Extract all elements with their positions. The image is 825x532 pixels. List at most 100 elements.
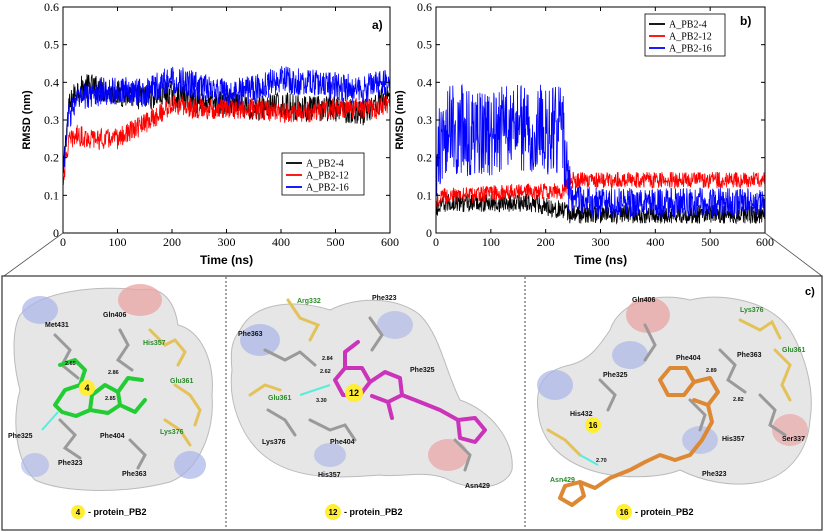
y-tick-label: 0	[426, 226, 432, 240]
legend-label: A_PB2-16	[306, 183, 349, 194]
residue-label: Gln406	[632, 297, 655, 304]
caption-marker-12	[325, 504, 341, 520]
residue-label: Phe404	[330, 439, 355, 446]
positive-patch	[22, 296, 58, 324]
distance-label: 2.86	[108, 370, 119, 376]
panel-label: b)	[740, 14, 751, 28]
negative-patch	[428, 439, 468, 471]
ligand-marker-4	[79, 380, 95, 396]
residue-label: Phe363	[737, 352, 762, 359]
panel-label: a)	[372, 18, 383, 32]
series-group	[436, 83, 765, 225]
series-line-A_PB2-4	[436, 193, 765, 225]
residue-label-interacting: His357	[143, 340, 166, 347]
y-tick-label: 0.2	[417, 151, 432, 165]
positive-patch	[537, 370, 573, 400]
residue-label-interacting: Arg332	[297, 298, 321, 305]
caption-number: 4	[76, 508, 81, 517]
series-group	[63, 66, 390, 185]
legend-label: A_PB2-12	[306, 171, 349, 182]
distance-label: 3.30	[316, 398, 327, 404]
residue-label: Phe325	[410, 367, 435, 374]
positive-patch	[240, 324, 280, 356]
negative-patch	[626, 297, 670, 333]
legend-box	[644, 13, 726, 57]
residue-label: Met431	[45, 322, 69, 329]
residue-label-interacting: Glu361	[268, 395, 291, 402]
y-tick-label: 0.2	[44, 151, 59, 165]
negative-patch	[772, 414, 808, 446]
y-axis-title: RMSD (nm)	[21, 90, 33, 150]
residue-label: Gln406	[103, 312, 126, 319]
caption-text: - protein_PB2	[344, 507, 403, 517]
series-line-A_PB2-16	[63, 66, 390, 174]
positive-patch	[174, 451, 206, 479]
ligand-marker-12	[345, 384, 363, 402]
y-tick-label: 0.3	[44, 113, 59, 127]
ligand-marker-16	[585, 417, 601, 433]
residue-label: Phe404	[100, 433, 125, 440]
legend-label: A_PB2-4	[306, 159, 344, 170]
x-tick-label: 300	[218, 235, 236, 249]
y-tick-label: 0	[53, 226, 59, 240]
series-line-A_PB2-12	[436, 171, 765, 207]
caption-text: - protein_PB2	[88, 507, 147, 517]
y-tick-label: 0.5	[44, 38, 59, 52]
complex-12-view: Arg332 Phe323 Phe363 Phe325 Glu361 Lys37…	[230, 295, 513, 520]
caption-text: - protein_PB2	[635, 507, 694, 517]
residue-label: Phe325	[8, 433, 33, 440]
caption-marker-16	[616, 504, 632, 520]
residue-label: Ser337	[782, 436, 805, 443]
residue-label: Phe323	[58, 460, 83, 467]
residue-label: His357	[722, 436, 745, 443]
residue-label: Asn429	[465, 483, 490, 490]
panel-label-c: c)	[805, 286, 815, 298]
legend-label: A_PB2-12	[669, 32, 712, 43]
distance-label: 2.62	[320, 369, 331, 375]
plot-frame	[62, 6, 391, 234]
x-tick-label: 400	[646, 235, 664, 249]
negative-patch	[118, 284, 162, 316]
residue-label: Phe363	[122, 471, 147, 478]
residue-label: Phe325	[603, 372, 628, 379]
residue-label: Lys376	[262, 439, 286, 446]
ligand-4	[53, 358, 147, 418]
protein-surface	[536, 296, 812, 485]
positive-patch	[314, 443, 346, 467]
positive-patch	[377, 311, 413, 339]
series-line-A_PB2-16	[436, 83, 765, 218]
y-tick-label: 0.5	[417, 38, 432, 52]
ligand-12	[333, 340, 487, 444]
distance-label: 2.70	[596, 458, 607, 464]
x-tick-label: 100	[109, 235, 127, 249]
distance-label: 2.85	[105, 396, 116, 402]
legend-box	[281, 152, 365, 196]
y-tick-label: 0.1	[44, 188, 59, 202]
x-tick-label: 600	[381, 235, 399, 249]
hbond	[579, 454, 599, 466]
legend-label: A_PB2-4	[669, 20, 707, 31]
residue-label: Phe323	[702, 471, 727, 478]
ligand-number: 4	[84, 383, 89, 393]
x-tick-label: 500	[327, 235, 345, 249]
ligand-number: 12	[349, 388, 359, 398]
hbond	[41, 411, 59, 431]
ligand-16	[558, 366, 720, 507]
hbond	[299, 384, 331, 396]
distance-label: 2.65	[65, 361, 76, 367]
legend: A_PB2-4A_PB2-12A_PB2-16	[644, 13, 726, 57]
connector-line-right	[764, 232, 823, 277]
legend-label: A_PB2-16	[669, 44, 712, 55]
x-tick-label: 400	[272, 235, 290, 249]
x-tick-label: 100	[482, 235, 500, 249]
y-tick-label: 0.3	[417, 113, 432, 127]
residue-label: His432	[570, 411, 593, 418]
residue-label: Phe323	[372, 295, 397, 302]
x-axis-title: Time (ns)	[574, 253, 627, 267]
y-tick-label: 0.4	[44, 75, 59, 89]
residue-label-interacting: Lys376	[160, 429, 184, 436]
caption-marker-4	[71, 505, 85, 519]
series-line-A_PB2-12	[63, 94, 390, 185]
ligand-number: 16	[589, 421, 598, 430]
caption-number: 12	[329, 508, 338, 517]
